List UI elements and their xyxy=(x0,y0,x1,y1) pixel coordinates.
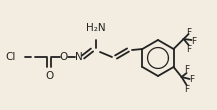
Text: F: F xyxy=(185,65,190,74)
Text: O: O xyxy=(60,52,68,62)
Text: F: F xyxy=(187,28,192,37)
Text: F: F xyxy=(185,85,190,94)
Text: N: N xyxy=(75,52,83,62)
Text: F: F xyxy=(187,45,192,54)
Text: F: F xyxy=(192,38,197,47)
Text: O: O xyxy=(45,71,53,81)
Text: F: F xyxy=(190,74,195,83)
Text: H₂N: H₂N xyxy=(86,23,106,33)
Text: Cl: Cl xyxy=(6,52,16,62)
